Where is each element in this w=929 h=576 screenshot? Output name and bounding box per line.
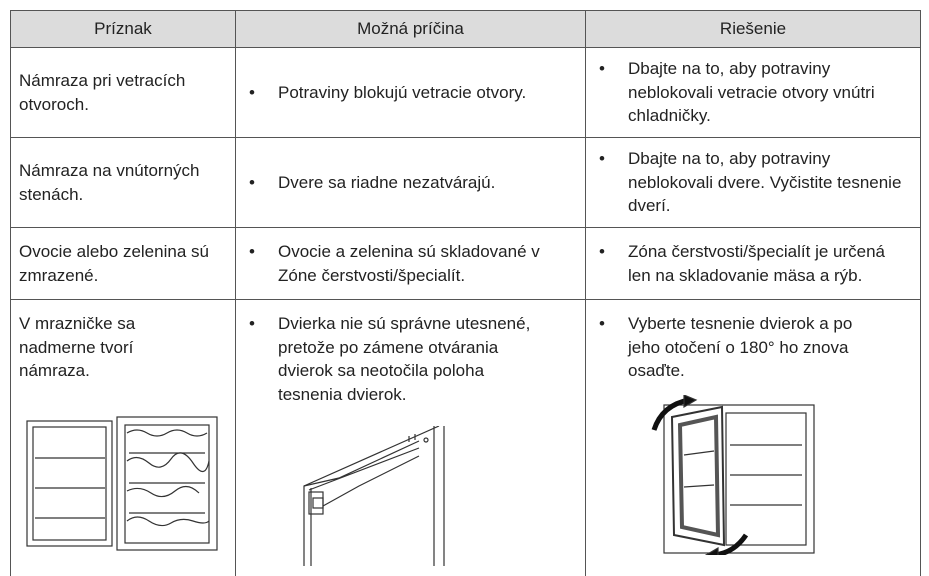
symptom-cell: Námraza pri vetracích otvoroch. — [11, 48, 236, 138]
cause-text: Ovocie a zelenina sú skladované v Zóne č… — [244, 240, 577, 287]
solution-text: Vyberte tesnenie dvierok a po jeho otoče… — [594, 312, 888, 383]
solution-text: Dbajte na to, aby potraviny neblokovali … — [594, 57, 912, 128]
cause-cell: Dvierka nie sú správne utesnené, pretože… — [236, 300, 586, 576]
table-row: Ovocie alebo zelenina sú zmrazené. Ovoci… — [11, 228, 921, 300]
cause-cell: Dvere sa riadne nezatvárajú. — [236, 138, 586, 228]
header-cell: Príznak — [11, 11, 236, 48]
symptom-text: V mrazničke sa nadmerne tvorí námraza. — [19, 312, 179, 383]
table-row: Námraza pri vetracích otvoroch. Potravin… — [11, 48, 921, 138]
fridge-seal-illustration — [634, 395, 834, 555]
header-cell: Riešenie — [586, 11, 921, 48]
cause-text: Dvere sa riadne nezatvárajú. — [244, 171, 577, 195]
door-seal-illustration — [299, 426, 499, 566]
symptom-cell: Námraza na vnútorných stenách. — [11, 138, 236, 228]
troubleshooting-table: Príznak Možná príčina Riešenie Námraza p… — [10, 10, 921, 576]
freezer-illustration — [19, 413, 219, 553]
cause-cell: Ovocie a zelenina sú skladované v Zóne č… — [236, 228, 586, 300]
solution-cell: Vyberte tesnenie dvierok a po jeho otoče… — [586, 300, 921, 576]
cause-text: Potraviny blokujú vetracie otvory. — [244, 81, 577, 105]
solution-text: Zóna čerstvosti/špecialít je určená len … — [594, 240, 912, 287]
table-row: V mrazničke sa nadmerne tvorí námraza. D… — [11, 300, 921, 576]
symptom-cell: Ovocie alebo zelenina sú zmrazené. — [11, 228, 236, 300]
table-row: Námraza na vnútorných stenách. Dvere sa … — [11, 138, 921, 228]
header-row: Príznak Možná príčina Riešenie — [11, 11, 921, 48]
cause-cell: Potraviny blokujú vetracie otvory. — [236, 48, 586, 138]
symptom-cell: V mrazničke sa nadmerne tvorí námraza. — [11, 300, 236, 576]
header-cell: Možná príčina — [236, 11, 586, 48]
solution-text: Dbajte na to, aby potraviny neblokovali … — [594, 147, 912, 218]
solution-cell: Zóna čerstvosti/špecialít je určená len … — [586, 228, 921, 300]
solution-cell: Dbajte na to, aby potraviny neblokovali … — [586, 48, 921, 138]
cause-text: Dvierka nie sú správne utesnené, pretože… — [244, 312, 548, 406]
solution-cell: Dbajte na to, aby potraviny neblokovali … — [586, 138, 921, 228]
